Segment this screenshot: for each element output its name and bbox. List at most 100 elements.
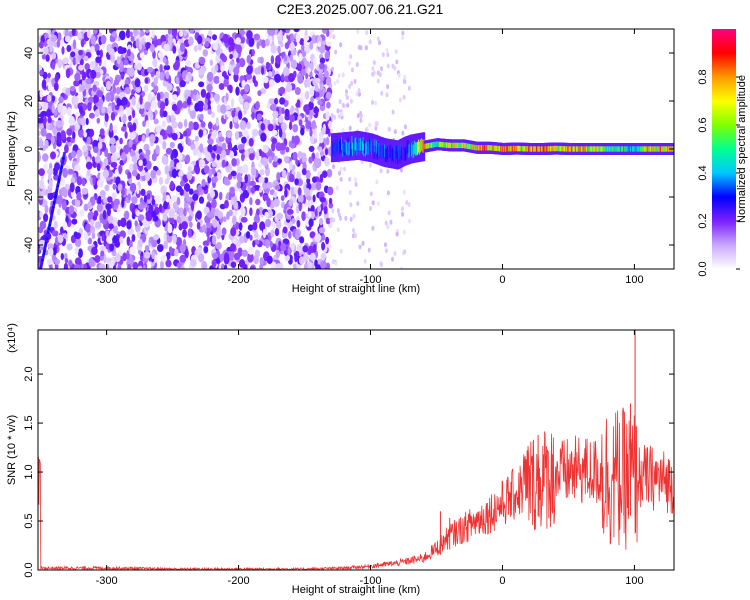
noise-cell (290, 242, 295, 252)
noise-cell (375, 179, 379, 185)
noise-cell (403, 79, 407, 85)
snr-frame (37, 329, 675, 571)
noise-cell (188, 188, 194, 195)
noise-cell (288, 231, 292, 239)
noise-cell (304, 188, 311, 197)
noise-cell (146, 192, 151, 200)
noise-cell (138, 203, 145, 210)
noise-cell (107, 215, 114, 223)
noise-cell (304, 90, 310, 100)
noise-cell (400, 206, 404, 212)
noise-cell (305, 120, 312, 130)
noise-cell (95, 155, 101, 163)
noise-cell (386, 190, 390, 196)
noise-cell (176, 162, 183, 170)
noise-cell (303, 262, 309, 269)
noise-cell (129, 246, 136, 255)
noise-cell (386, 52, 390, 58)
snr-x-axis-label: Height of straight line (km) (292, 584, 420, 596)
noise-cell (276, 172, 281, 181)
noise-cell (301, 69, 306, 76)
noise-cell (137, 134, 143, 142)
noise-cell (62, 57, 69, 65)
noise-cell (300, 92, 306, 101)
noise-cell (226, 110, 232, 118)
noise-cell (43, 213, 49, 223)
noise-cell (103, 197, 108, 204)
noise-cell (296, 99, 301, 108)
noise-cell (250, 186, 256, 194)
noise-cell (54, 108, 58, 117)
noise-cell (338, 99, 342, 105)
noise-cell (111, 192, 117, 200)
noise-cell (279, 97, 286, 105)
noise-cell (99, 49, 104, 59)
noise-cell (353, 79, 357, 84)
noise-cell (349, 54, 353, 60)
noise-cell (209, 59, 213, 66)
noise-cell (307, 78, 311, 88)
noise-cell (167, 223, 173, 234)
noise-cell (380, 90, 384, 96)
noise-cell (74, 246, 79, 255)
noise-cell (194, 102, 200, 112)
noise-cell (90, 225, 96, 234)
noise-cell (279, 29, 283, 36)
noise-cell (292, 123, 299, 133)
noise-cell (113, 198, 120, 206)
noise-cell (252, 75, 256, 84)
noise-cell (294, 87, 301, 95)
noise-cell (151, 198, 156, 206)
noise-cell (109, 122, 113, 133)
noise-cell (192, 233, 197, 242)
noise-cell (267, 71, 273, 77)
noise-cell (127, 193, 131, 201)
noise-cell (310, 205, 315, 213)
noise-cell (356, 29, 360, 34)
noise-cell (172, 201, 179, 212)
noise-cell (229, 53, 234, 60)
noise-cell (50, 151, 56, 160)
noise-cell (38, 226, 44, 234)
noise-cell (139, 94, 143, 105)
figure-title: C2E3.2025.007.06.21.G21 (277, 1, 444, 17)
noise-cell (213, 93, 220, 102)
noise-cell (38, 139, 44, 148)
noise-cell (74, 257, 82, 266)
noise-cell (241, 129, 249, 137)
noise-cell (129, 31, 133, 37)
noise-cell (354, 233, 358, 239)
noise-cell (376, 78, 380, 84)
spectrogram-cells (38, 29, 674, 269)
noise-cell (96, 90, 103, 98)
noise-cell (320, 260, 327, 269)
noise-cell (64, 35, 71, 43)
noise-cell (163, 43, 170, 52)
noise-cell (233, 115, 238, 123)
noise-cell (236, 172, 242, 182)
noise-cell (270, 103, 277, 112)
noise-cell (339, 42, 343, 48)
noise-cell (325, 236, 330, 245)
noise-cell (94, 221, 102, 229)
noise-cell (40, 127, 47, 137)
noise-cell (171, 103, 178, 112)
noise-cell (60, 105, 68, 116)
noise-cell (290, 186, 295, 196)
noise-cell (112, 83, 116, 92)
noise-cell (81, 71, 87, 81)
noise-cell (198, 196, 205, 204)
noise-cell (108, 128, 114, 139)
noise-cell (325, 111, 330, 121)
noise-cell (87, 101, 92, 112)
noise-cell (284, 108, 290, 117)
noise-cell (236, 165, 243, 175)
noise-cell (179, 42, 186, 53)
noise-cell (257, 90, 262, 97)
noise-cell (39, 179, 45, 190)
snr-ticks: -300 -200 -100 0 100 0.0 0.5 1.0 1.5 2.0 (23, 330, 674, 587)
noise-cell (85, 161, 93, 170)
noise-cell (187, 138, 191, 147)
noise-cell (270, 55, 275, 65)
